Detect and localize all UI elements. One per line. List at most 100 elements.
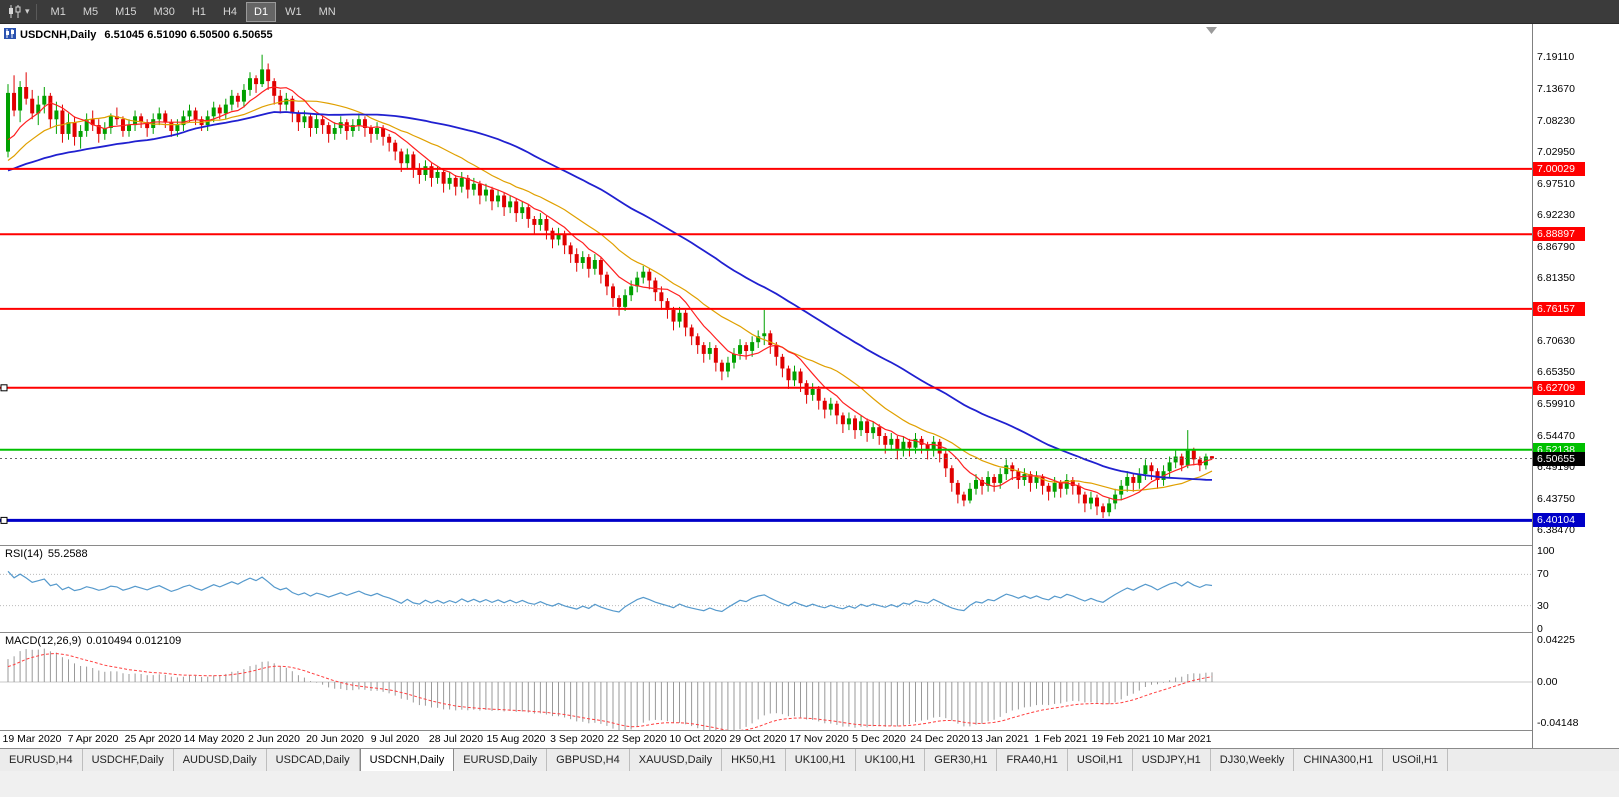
chart-type-dropdown-caret-icon[interactable]: ▾ [25,6,30,16]
chart-type-candlestick-icon[interactable] [4,5,25,18]
chart-tabs-bar: EURUSD,H4 USDCHF,Daily AUDUSD,Daily USDCAD,… [0,748,1619,771]
macd-axis-label: 0.04225 [1537,634,1575,646]
macd-title: MACD(12,26,9) 0.010494 0.012109 [5,635,181,647]
timeframe-button-m1[interactable]: M1 [50,5,66,18]
chart-tab-audusd-daily[interactable]: AUDUSD,Daily [174,749,267,771]
price-axis-label: 6.70630 [1537,335,1575,347]
price-axis-label: 6.92230 [1537,209,1575,221]
macd-axis-label: 0.00 [1537,676,1558,688]
chart-tab-uk100-h1[interactable]: UK100,H1 [856,749,926,771]
rsi-axis-label: 30 [1537,600,1549,612]
timeframe-button-mn[interactable]: MN [318,5,336,18]
price-axis-label: 6.59910 [1537,398,1575,410]
current-price-badge: 6.50655 [1533,452,1585,466]
time-axis-label: 14 May 2020 [183,733,245,745]
panel-separator [0,730,1532,731]
rsi-panel[interactable]: RSI(14) 55.2588 [0,546,1532,632]
time-axis-label: 20 Jun 2020 [306,733,364,745]
time-axis-label: 19 Mar 2020 [2,733,62,745]
time-axis-label: 10 Oct 2020 [669,733,727,745]
chart-tab-eurusd-h4[interactable]: EURUSD,H4 [0,749,83,771]
toolbar-separator [35,3,37,20]
chart-tab-dj30-weekly[interactable]: DJ30,Weekly [1211,749,1295,771]
chart-tab-usdchf-daily[interactable]: USDCHF,Daily [83,749,174,771]
time-axis-label: 17 Nov 2020 [789,733,849,745]
macd-axis-label: -0.04148 [1537,717,1579,729]
time-axis-label: 5 Dec 2020 [852,733,906,745]
window-bottom-space [0,771,1619,797]
time-axis-label: 2 Jun 2020 [248,733,300,745]
chart-tab-usoil-h1[interactable]: USOil,H1 [1383,749,1448,771]
macd-current-values: 0.010494 0.012109 [86,635,182,647]
macd-indicator-label: MACD(12,26,9) [5,635,82,647]
price-axis-label: 7.02950 [1537,146,1575,158]
level-price-badge: 6.88897 [1533,227,1585,241]
panel-separator[interactable] [0,632,1532,633]
chart-tab-usdjpy-h1[interactable]: USDJPY,H1 [1133,749,1211,771]
rsi-axis-label: 70 [1537,568,1549,580]
time-axis-label: 28 Jul 2020 [428,733,484,745]
chart-title: USDCNH,Daily 6.51045 6.51090 6.50500 6.5… [4,28,273,42]
macd-chart-canvas[interactable] [0,633,1532,730]
rsi-current-value: 55.2588 [47,548,88,560]
timeframe-button-h4[interactable]: H4 [222,5,238,18]
rsi-chart-canvas[interactable] [0,546,1532,632]
time-axis-label: 24 Dec 2020 [910,733,970,745]
level-price-badge: 6.62709 [1533,381,1585,395]
time-axis-label: 15 Aug 2020 [486,733,546,745]
chart-area: USDCNH,Daily 6.51045 6.51090 6.50500 6.5… [0,24,1619,748]
chart-tab-fra40-h1[interactable]: FRA40,H1 [997,749,1068,771]
chart-tab-eurusd-daily[interactable]: EURUSD,Daily [454,749,548,771]
time-axis-label: 9 Jul 2020 [370,733,420,745]
level-price-badge: 6.40104 [1533,513,1585,527]
price-axis[interactable]: 7.19110 7.13670 7.08230 7.02950 6.97510 6.922… [1532,24,1619,748]
time-axis-label: 19 Feb 2021 [1091,733,1151,745]
timeframe-button-m15[interactable]: M15 [115,5,137,18]
time-axis-label: 7 Apr 2020 [67,733,119,745]
chart-tab-china300-h1[interactable]: CHINA300,H1 [1294,749,1384,771]
price-axis-label: 6.38470 [1537,524,1575,536]
timeframe-button-w1[interactable]: W1 [285,5,302,18]
timeframe-button-h1[interactable]: H1 [191,5,206,18]
time-axis-label: 25 Apr 2020 [124,733,182,745]
price-axis-label: 6.43750 [1537,493,1575,505]
chart-tab-usdcnh-daily[interactable]: USDCNH,Daily [359,749,455,771]
rsi-title: RSI(14) 55.2588 [5,548,88,560]
chart-tab-usoil-h1[interactable]: USOil,H1 [1068,749,1133,771]
price-axis-label: 6.97510 [1537,178,1575,190]
chart-tab-hk50-h1[interactable]: HK50,H1 [722,749,786,771]
price-axis-label: 6.86790 [1537,241,1575,253]
price-axis-label: 6.81350 [1537,272,1575,284]
chart-tab-xauusd-daily[interactable]: XAUUSD,Daily [630,749,723,771]
timeframe-button-m5[interactable]: M5 [82,5,99,18]
macd-panel[interactable]: MACD(12,26,9) 0.010494 0.012109 [0,633,1532,730]
price-axis-label: 7.19110 [1537,51,1575,63]
time-axis-label: 3 Sep 2020 [550,733,604,745]
main-chart-canvas[interactable] [0,24,1532,545]
time-axis-label: 13 Jan 2021 [971,733,1029,745]
chart-tab-ger30-h1[interactable]: GER30,H1 [925,749,998,771]
time-axis-label: 22 Sep 2020 [607,733,667,745]
timeframe-button-m30[interactable]: M30 [153,5,175,18]
price-axis-label: 6.54470 [1537,430,1575,442]
chart-tab-gbpusd-h4[interactable]: GBPUSD,H4 [547,749,630,771]
price-axis-label: 6.65350 [1537,366,1575,378]
time-axis-label: 29 Oct 2020 [729,733,787,745]
timeframe-buttons: M1 M5 M15 M30 H1 H4 D1 W1 MN [43,1,345,22]
ohlc-values: 6.51045 6.51090 6.50500 6.50655 [104,29,273,41]
time-axis[interactable]: 19 Mar 2020 7 Apr 2020 25 Apr 2020 14 May 2… [0,731,1532,748]
price-chart-panel[interactable]: USDCNH,Daily 6.51045 6.51090 6.50500 6.5… [0,24,1532,545]
level-price-badge: 7.00029 [1533,162,1585,176]
time-axis-label: 1 Feb 2021 [1034,733,1088,745]
plot-column: USDCNH,Daily 6.51045 6.51090 6.50500 6.5… [0,24,1532,748]
rsi-axis-label: 0 [1537,623,1543,635]
timeframe-button-d1[interactable]: D1 [246,1,277,22]
chart-tab-usdcad-daily[interactable]: USDCAD,Daily [267,749,360,771]
chart-tab-uk100-h1[interactable]: UK100,H1 [786,749,856,771]
timeframe-toolbar: ▾ M1 M5 M15 M30 H1 H4 D1 W1 MN [0,0,1619,24]
rsi-indicator-label: RSI(14) [5,548,43,560]
chart-window-icon [4,28,16,42]
panel-separator[interactable] [0,545,1532,546]
price-axis-label: 7.08230 [1537,115,1575,127]
rsi-axis-label: 100 [1537,545,1555,557]
